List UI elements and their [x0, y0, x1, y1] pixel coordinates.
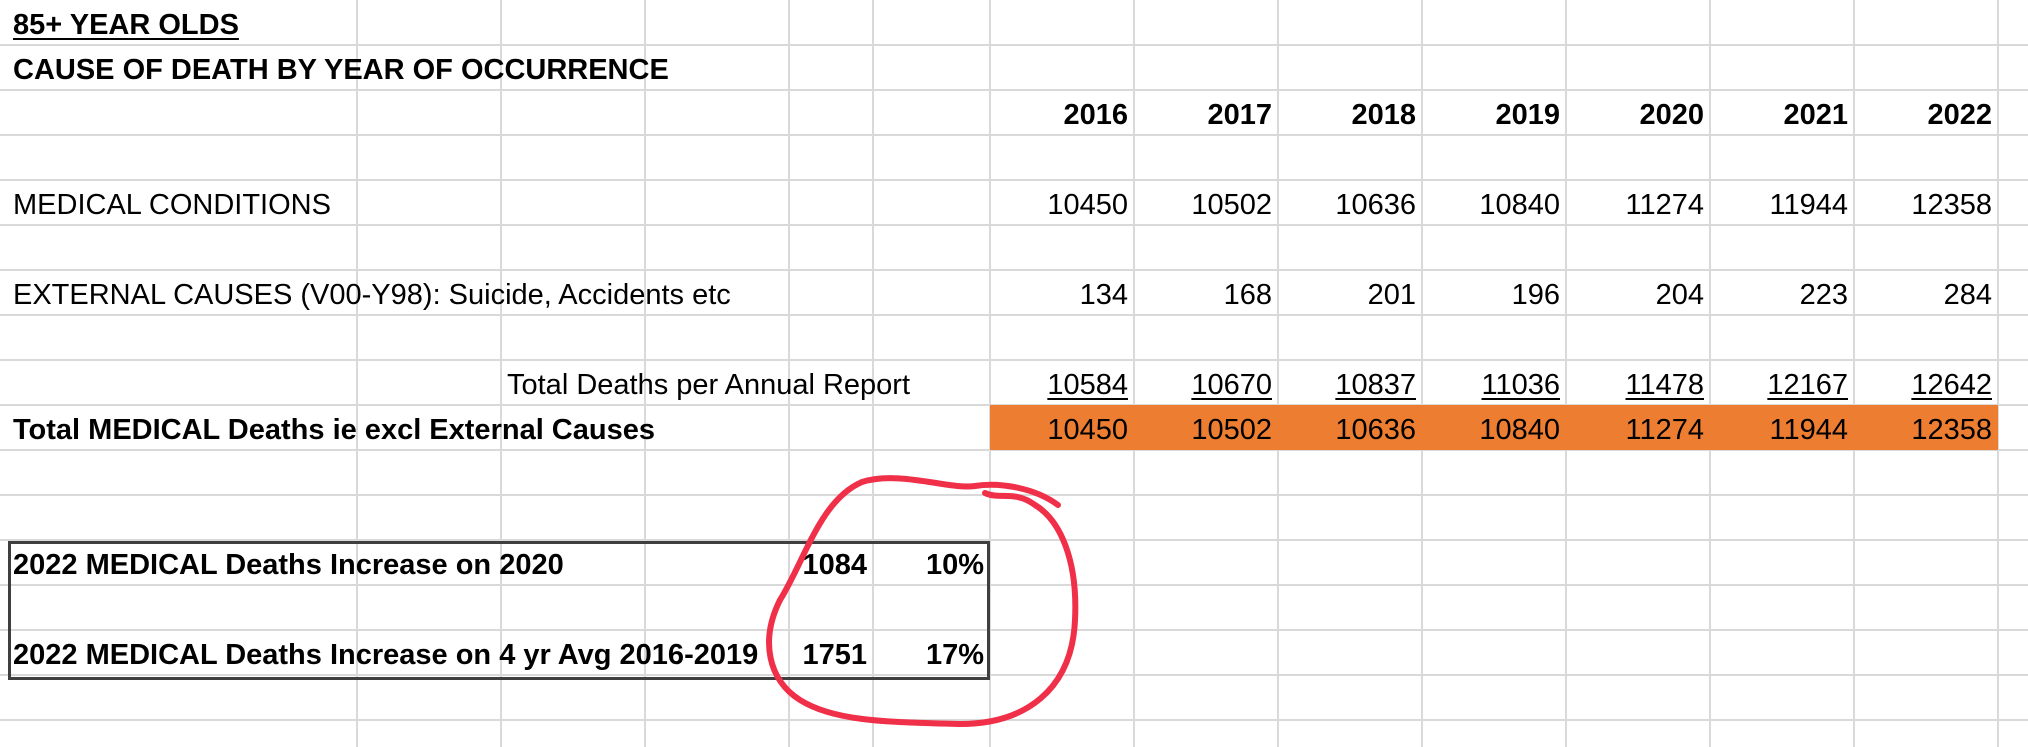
- year-header-2017[interactable]: 2017: [1207, 99, 1272, 131]
- medical-value-2022[interactable]: 12358: [1911, 189, 1992, 221]
- external-value-2019[interactable]: 196: [1511, 279, 1560, 311]
- external-value-2020[interactable]: 204: [1655, 279, 1704, 311]
- total-medical-value-2019[interactable]: 10840: [1479, 414, 1560, 446]
- total-annual-value-2019[interactable]: 11036: [1481, 369, 1561, 401]
- external-value-2016[interactable]: 134: [1079, 279, 1128, 311]
- year-header-2022[interactable]: 2022: [1927, 99, 1992, 131]
- total-annual-value-2022[interactable]: 12642: [1911, 369, 1992, 401]
- summary-label-avg[interactable]: 2022 MEDICAL Deaths Increase on 4 yr Avg…: [13, 639, 759, 671]
- total-medical-highlight: [990, 405, 1998, 450]
- year-header-2018[interactable]: 2018: [1351, 99, 1416, 131]
- year-header-2021[interactable]: 2021: [1783, 99, 1848, 131]
- total-annual-value-2018[interactable]: 10837: [1335, 369, 1416, 401]
- summary-value-avg[interactable]: 1751: [802, 639, 867, 671]
- total-annual-value-2017[interactable]: 10670: [1191, 369, 1272, 401]
- total-annual-label[interactable]: Total Deaths per Annual Report: [507, 369, 911, 401]
- external-value-2021[interactable]: 223: [1799, 279, 1848, 311]
- external-value-2022[interactable]: 284: [1943, 279, 1992, 311]
- summary-percent-avg[interactable]: 17%: [925, 639, 984, 671]
- external-value-2017[interactable]: 168: [1223, 279, 1272, 311]
- total-medical-value-2018[interactable]: 10636: [1335, 414, 1416, 446]
- total-annual-value-2020[interactable]: 11478: [1625, 369, 1705, 401]
- medical-value-2016[interactable]: 10450: [1047, 189, 1128, 221]
- total-medical-value-2022[interactable]: 12358: [1911, 414, 1992, 446]
- total-annual-value-2021[interactable]: 12167: [1767, 369, 1848, 401]
- total-medical-value-2016[interactable]: 10450: [1047, 414, 1128, 446]
- sheet-title[interactable]: 85+ YEAR OLDS: [13, 9, 239, 41]
- total-medical-label[interactable]: Total MEDICAL Deaths ie excl External Ca…: [13, 414, 655, 446]
- medical-value-2021[interactable]: 11944: [1769, 189, 1849, 221]
- medical-value-2018[interactable]: 10636: [1335, 189, 1416, 221]
- medical-value-2017[interactable]: 10502: [1191, 189, 1272, 221]
- total-medical-value-2020[interactable]: 11274: [1625, 414, 1705, 446]
- summary-value-2020[interactable]: 1084: [802, 549, 867, 581]
- external-value-2018[interactable]: 201: [1367, 279, 1416, 311]
- summary-label-2020[interactable]: 2022 MEDICAL Deaths Increase on 2020: [13, 549, 564, 581]
- total-annual-value-2016[interactable]: 10584: [1047, 369, 1128, 401]
- medical-value-2020[interactable]: 11274: [1625, 189, 1705, 221]
- year-header-2016[interactable]: 2016: [1063, 99, 1128, 131]
- year-header-2019[interactable]: 2019: [1495, 99, 1560, 131]
- year-header-2020[interactable]: 2020: [1639, 99, 1704, 131]
- sheet-subtitle[interactable]: CAUSE OF DEATH BY YEAR OF OCCURRENCE: [13, 54, 669, 86]
- summary-percent-2020[interactable]: 10%: [925, 549, 984, 581]
- medical-conditions-label[interactable]: MEDICAL CONDITIONS: [13, 189, 331, 221]
- total-medical-value-2021[interactable]: 11944: [1769, 414, 1849, 446]
- medical-value-2019[interactable]: 10840: [1479, 189, 1560, 221]
- total-medical-value-2017[interactable]: 10502: [1191, 414, 1272, 446]
- external-causes-label[interactable]: EXTERNAL CAUSES (V00-Y98): Suicide, Acci…: [13, 279, 731, 311]
